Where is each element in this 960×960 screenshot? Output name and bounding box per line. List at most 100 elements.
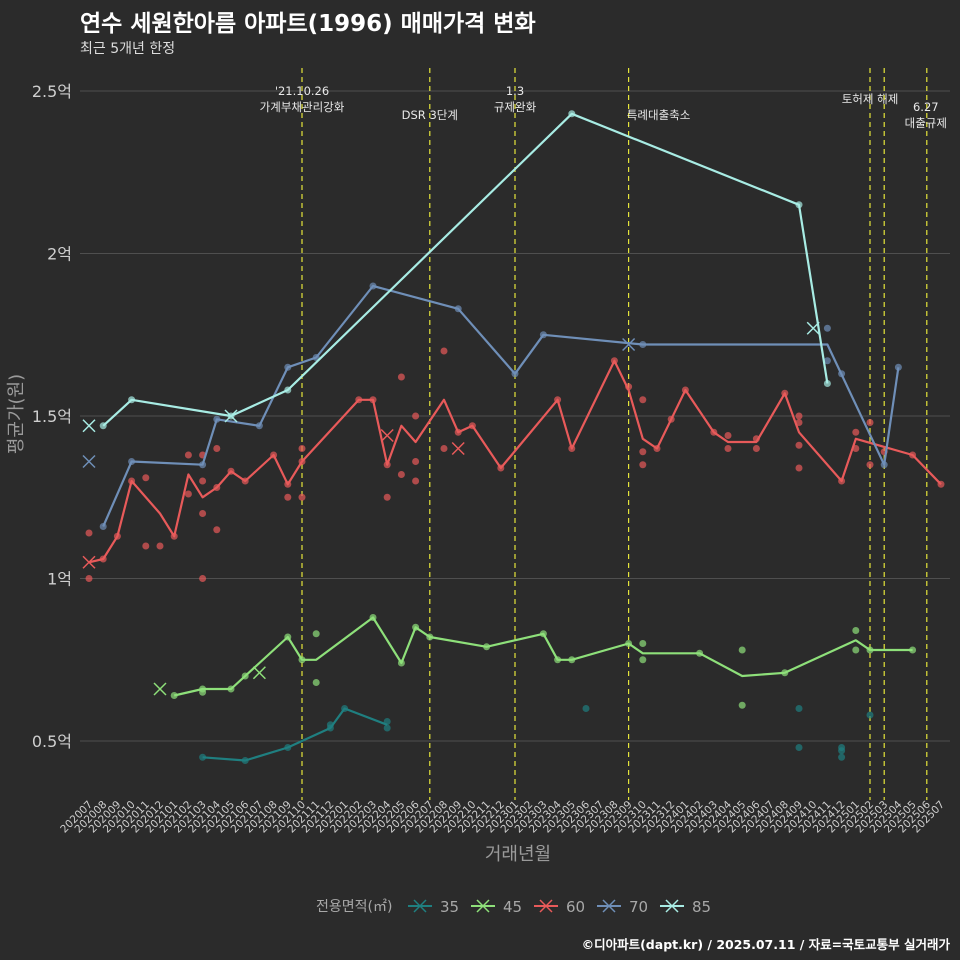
data-point-60: [412, 412, 420, 420]
data-point-60: [383, 493, 391, 501]
cancelled-marker-60: [82, 555, 96, 569]
legend-title: 전용면적(㎡): [316, 899, 392, 915]
legend-label: 35: [440, 898, 459, 916]
legend-label: 70: [629, 898, 648, 916]
data-point-60: [213, 445, 221, 452]
event-label-line: 대출규제: [905, 116, 947, 130]
cancelled-marker-85: [224, 409, 238, 423]
cancelled-marker-60: [380, 428, 394, 443]
data-point-60: [142, 542, 150, 550]
event-label-line: 가계부채관리강화: [260, 100, 345, 114]
data-point-45: [639, 640, 647, 647]
data-point-35: [795, 705, 803, 712]
legend-swatch-x: [539, 899, 553, 913]
data-point-70: [823, 357, 831, 365]
cancelled-marker-60: [451, 441, 465, 456]
legend-swatch-x: [665, 899, 679, 913]
series-line-35: [202, 707, 388, 762]
data-point-60: [284, 493, 292, 501]
series-line-85: [102, 112, 829, 427]
data-point-60: [866, 419, 874, 426]
cancelled-marker-85: [82, 419, 96, 433]
data-point-60: [199, 477, 207, 485]
cancelled-marker-70: [622, 337, 636, 352]
cancelled-marker-85: [806, 321, 820, 335]
data-point-45: [852, 627, 860, 634]
data-point-35: [199, 753, 207, 761]
data-point-60: [142, 474, 150, 482]
y-axis-label: 평균가(원): [6, 374, 27, 454]
event-label-line: DSR 3단계: [402, 108, 458, 122]
event-label-line: 토허제 해제: [842, 92, 899, 106]
legend-swatch-x: [602, 899, 616, 913]
data-point-35: [838, 753, 846, 761]
data-point-60: [397, 471, 405, 478]
data-point-60: [298, 445, 306, 452]
data-point-45: [639, 656, 647, 664]
data-point-35: [795, 744, 803, 751]
event-label: DSR 3단계: [402, 108, 458, 122]
x-tick-labels: 2020072020082020092020102020112020122021…: [58, 798, 947, 835]
chart-title: 연수 세원한아름 아파트(1996) 매매가격 변화: [80, 11, 536, 37]
event-label: 1.3 규제완화: [494, 84, 537, 114]
legend-label: 60: [566, 898, 585, 916]
cancelled-marker-45: [153, 682, 167, 696]
data-point-60: [412, 477, 420, 485]
series-lines: [88, 112, 942, 762]
data-point-35: [866, 711, 874, 719]
data-point-60: [866, 461, 874, 469]
data-point-35: [582, 705, 590, 712]
data-point-60: [752, 445, 760, 452]
data-point-60: [199, 510, 207, 517]
legend-swatch-x: [476, 899, 490, 913]
data-point-45: [312, 679, 320, 686]
y-tick-label: 2억: [47, 245, 72, 264]
data-point-70: [894, 363, 902, 371]
legend-label: 45: [503, 898, 522, 916]
data-point-60: [213, 526, 221, 534]
event-label-line: 1.3: [506, 84, 524, 98]
event-label: 특례대출축소: [627, 108, 690, 122]
y-tick-label: 1.5억: [32, 407, 72, 426]
data-point-60: [639, 396, 647, 404]
source-caption: ©디아파트(dapt.kr) / 2025.07.11 / 자료=국토교통부 실…: [581, 937, 950, 952]
data-point-45: [312, 630, 320, 638]
data-point-60: [85, 529, 93, 537]
data-point-60: [795, 419, 803, 426]
data-point-60: [184, 451, 192, 459]
data-point-35: [838, 744, 846, 751]
data-point-45: [852, 646, 860, 654]
cancelled-markers: [82, 321, 820, 696]
data-point-60: [199, 575, 207, 582]
event-label-line: 특례대출축소: [627, 108, 690, 122]
data-point-60: [85, 575, 93, 582]
y-tick-label: 2.5억: [32, 82, 72, 101]
data-point-60: [440, 445, 448, 452]
data-point-60: [184, 490, 192, 498]
data-point-60: [440, 347, 448, 355]
event-label: 6.27 대출규제: [905, 100, 947, 130]
data-point-60: [795, 412, 803, 420]
data-point-60: [795, 464, 803, 472]
data-point-60: [795, 441, 803, 449]
event-label-line: 규제완화: [494, 100, 537, 114]
series-line-70: [102, 284, 900, 527]
data-point-60: [639, 461, 647, 469]
cancelled-marker-70: [82, 454, 96, 469]
legend-swatch-x: [413, 899, 427, 913]
y-tick-labels: 0.5억 1억 1.5억 2억 2.5억: [32, 82, 72, 751]
data-point-60: [724, 445, 732, 452]
data-point-60: [639, 448, 647, 456]
event-label-line: 6.27: [913, 100, 939, 114]
data-point-45: [738, 646, 746, 654]
data-point-60: [852, 428, 860, 436]
series-line-60: [88, 359, 942, 564]
y-tick-label: 0.5억: [32, 732, 72, 751]
series-line-45: [173, 616, 913, 697]
event-label: 토허제 해제: [842, 92, 899, 106]
event-label-line: '21.10.26: [275, 84, 329, 98]
chart-subtitle: 최근 5개년 한정: [80, 41, 176, 57]
data-point-60: [724, 432, 732, 439]
